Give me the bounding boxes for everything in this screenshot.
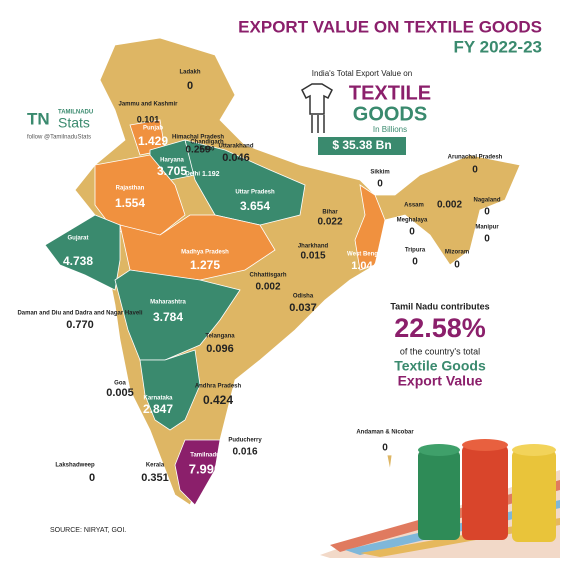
state-value: 3.654 — [240, 199, 270, 213]
state-value: 0.022 — [317, 217, 342, 228]
state-name: Karnataka — [143, 396, 173, 402]
state-name: Chhattisgarh — [249, 273, 286, 279]
state-name: Uttarakhand — [218, 144, 253, 150]
source: SOURCE: NIRYAT, GOI. — [50, 527, 126, 534]
state-name: Haryana — [160, 158, 184, 164]
state-value: 0.030 — [199, 147, 215, 153]
state-name: Meghalaya — [397, 218, 428, 224]
state-name: Sikkim — [370, 170, 389, 176]
state-value: 0.002 — [437, 200, 462, 211]
state-name: Arunachal Pradesh — [448, 155, 503, 161]
state-value: 7.990 — [189, 461, 222, 476]
state-value: 0.096 — [206, 343, 234, 355]
callout-line1: of the country's total — [400, 346, 480, 356]
state-value: 0 — [412, 257, 418, 268]
subtitle: FY 2022-23 — [453, 37, 542, 56]
state-value: 1.429 — [138, 134, 168, 148]
brand-logo: TN — [27, 109, 50, 128]
state-value: 0 — [409, 227, 415, 238]
state-value: 0 — [454, 260, 460, 271]
state-value: 3.705 — [157, 164, 187, 178]
state-name: Bihar — [322, 210, 338, 216]
brand-name: Stats — [58, 115, 90, 131]
brand-follow: follow @TamilnaduStats — [27, 135, 91, 141]
state-value: 0.015 — [300, 251, 325, 262]
state-value: 0.101 — [137, 114, 160, 124]
state-name: Rajasthan — [116, 186, 145, 192]
total-value: $ 35.38 Bn — [332, 138, 391, 152]
state-value: 0.002 — [255, 282, 280, 293]
state-value: 0 — [472, 165, 478, 176]
state-name: Jammu and Kashmir — [118, 102, 178, 108]
state-value: 0 — [484, 234, 490, 245]
state-name: Puducherry — [228, 438, 262, 444]
state-value: 0.259 — [185, 145, 210, 156]
state-name: Andhra Pradesh — [195, 384, 242, 390]
state-value: 0 — [377, 179, 383, 190]
state-name: Delhi — [185, 172, 200, 178]
state-value: 1.275 — [190, 258, 220, 272]
state-value: 0.770 — [66, 319, 94, 331]
total-line2: GOODS — [353, 103, 427, 125]
state-value: 0.005 — [106, 387, 134, 399]
state-name: Jharkhand — [298, 244, 329, 250]
callout-line3: Export Value — [398, 373, 483, 389]
state-name: West Bengal — [347, 252, 383, 258]
state-name: Tamilnadu — [190, 453, 220, 459]
state-name: Nagaland — [473, 198, 500, 204]
total-unit: In Billions — [373, 125, 407, 134]
state-value: 2.847 — [143, 402, 173, 416]
state-name: Himachal Pradesh — [172, 135, 224, 141]
shirt-icon — [301, 83, 333, 133]
state-name: Kerala — [146, 463, 165, 469]
state-value: 3.784 — [153, 310, 183, 324]
state-name: Maharashtra — [150, 300, 186, 306]
state-name: Punjab — [143, 126, 163, 132]
brand-region: TAMILNADU — [58, 110, 93, 116]
state-name: Andaman & Nicobar — [356, 430, 414, 436]
state-value: 0.351 — [141, 472, 169, 484]
state-name: Mizoram — [445, 250, 469, 256]
title: EXPORT VALUE ON TEXTILE GOODS — [238, 17, 542, 36]
state-value: 1.192 — [202, 171, 220, 178]
state-value: 0.016 — [232, 447, 257, 458]
state-name: Madhya Pradesh — [181, 250, 229, 256]
state-value: 0 — [89, 472, 95, 484]
state-value: 1.554 — [115, 196, 145, 210]
state-name: Daman and Diu and Dadra and Nagar Haveli — [17, 311, 142, 317]
callout-share: 22.58% — [394, 313, 486, 343]
state-name: Manipur — [475, 225, 499, 231]
callout-intro: Tamil Nadu contributes — [390, 301, 489, 311]
state-name: Uttar Pradesh — [235, 190, 275, 196]
state-name: Ladakh — [179, 70, 200, 76]
state-name: Telangana — [205, 334, 235, 340]
callout-line2: Textile Goods — [394, 358, 486, 374]
india-map — [44, 37, 521, 506]
total-badge — [318, 137, 406, 155]
state-name: Tripura — [405, 248, 426, 254]
state-value: 4.738 — [63, 254, 93, 268]
state-name: Gujarat — [67, 236, 88, 242]
state-labels: Ladakh 0 Jammu and Kashmir 0.101 Himachal Pr… — [17, 70, 502, 484]
state-name: Odisha — [293, 294, 314, 300]
state-value: 0.037 — [289, 302, 317, 314]
yarn-illustration — [320, 439, 560, 558]
state-name: Assam — [404, 203, 424, 209]
state-name: Chandigarh — [190, 140, 224, 146]
state-value: 0 — [187, 80, 193, 92]
total-heading: India's Total Export Value on — [312, 69, 412, 78]
state-value: 0.046 — [222, 152, 250, 164]
state-name: Lakshadweep — [55, 463, 95, 469]
state-value: 0.424 — [203, 393, 233, 407]
state-value: 1.044 — [351, 260, 379, 272]
state-value: 0 — [484, 207, 490, 218]
total-line1: TEXTILE — [349, 82, 431, 104]
state-name: Goa — [114, 381, 126, 387]
state-value: 0 — [382, 443, 388, 454]
